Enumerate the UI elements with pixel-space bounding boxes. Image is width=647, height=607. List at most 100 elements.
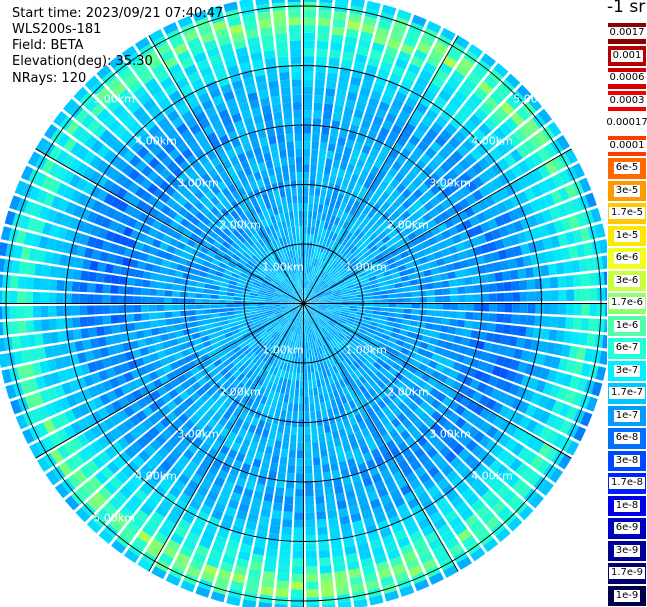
heatmap-cell <box>319 196 326 205</box>
heatmap-cell <box>166 325 175 333</box>
heatmap-cell <box>537 147 550 163</box>
heatmap-cell <box>326 307 335 310</box>
heatmap-cell <box>233 180 243 190</box>
heatmap-cell <box>214 372 224 382</box>
heatmap-cell <box>396 503 409 515</box>
heatmap-cell <box>200 353 210 362</box>
heatmap-cell <box>178 413 189 424</box>
heatmap-cell <box>144 337 155 346</box>
ring-label-1km-nw: 1.00km <box>262 260 304 274</box>
heatmap-cell <box>379 60 393 72</box>
heatmap-cell <box>496 292 505 302</box>
heatmap-cell <box>220 257 230 265</box>
heatmap-cell <box>257 305 266 309</box>
heatmap-cell <box>427 465 440 478</box>
heatmap-cell <box>397 441 409 452</box>
heatmap-cell <box>210 591 226 603</box>
heatmap-cell <box>90 410 103 424</box>
heatmap-cell <box>125 314 135 323</box>
heatmap-cell <box>272 415 280 425</box>
heatmap-cell <box>309 172 317 181</box>
heatmap-cell <box>409 279 418 286</box>
heatmap-cell <box>236 196 245 207</box>
heatmap-cell <box>404 70 418 82</box>
heatmap-cell <box>458 84 472 98</box>
heatmap-cell <box>340 289 349 294</box>
heatmap-cell <box>144 77 159 91</box>
heatmap-cell <box>280 448 289 458</box>
heatmap-cell <box>430 226 441 236</box>
heatmap-cell <box>310 297 318 301</box>
heatmap-cell <box>154 257 164 266</box>
heatmap-cell <box>320 378 326 387</box>
heatmap-cell <box>481 303 490 312</box>
heatmap-cell <box>239 61 252 72</box>
heatmap-cell <box>428 208 439 219</box>
heatmap-cell <box>170 448 182 460</box>
heatmap-cell <box>539 367 551 381</box>
heatmap-cell <box>230 173 240 183</box>
heatmap-cell <box>294 388 300 397</box>
heatmap-cell <box>350 190 359 200</box>
heatmap-cell <box>474 463 488 477</box>
heatmap-cell <box>131 250 142 260</box>
heatmap-cell <box>322 286 331 292</box>
heatmap-cell <box>227 375 237 384</box>
heatmap-cell <box>293 291 299 298</box>
heatmap-cell <box>154 200 165 211</box>
heatmap-cell <box>85 399 97 413</box>
heatmap-cell <box>252 59 264 69</box>
heatmap-cell <box>218 262 228 269</box>
heatmap-cell <box>266 477 276 487</box>
heatmap-cell <box>241 394 250 404</box>
heatmap-cell <box>83 429 96 443</box>
heatmap-cell <box>334 306 342 310</box>
heatmap-cell <box>267 72 278 82</box>
heatmap-cell <box>326 333 333 341</box>
heatmap-cell <box>250 364 259 373</box>
heatmap-cell <box>315 339 321 348</box>
heatmap-cell <box>386 381 396 391</box>
heatmap-cell <box>254 279 262 285</box>
heatmap-cell <box>193 492 206 504</box>
heatmap-cell <box>504 303 513 313</box>
heatmap-cell <box>166 244 176 254</box>
heatmap-cell <box>325 324 333 331</box>
heatmap-cell <box>397 401 408 412</box>
heatmap-cell <box>235 206 244 216</box>
heatmap-cell <box>115 470 129 484</box>
heatmap-cell <box>249 342 258 351</box>
heatmap-cell <box>189 525 203 537</box>
heatmap-cell <box>500 334 510 345</box>
heatmap-cell <box>259 315 268 321</box>
heatmap-cell <box>439 210 451 221</box>
colorbar-tick-label: 0.0003 <box>607 94 647 107</box>
heatmap-cell <box>20 165 34 181</box>
heatmap-cell <box>262 571 276 581</box>
heatmap-cell <box>517 483 532 499</box>
heatmap-cell <box>352 200 361 210</box>
heatmap-cell <box>303 133 311 142</box>
heatmap-cell <box>86 294 95 304</box>
heatmap-cell <box>433 41 449 55</box>
heatmap-cell <box>343 146 353 156</box>
heatmap-cell <box>406 247 417 256</box>
heatmap-cell <box>183 178 194 189</box>
heatmap-cell <box>468 215 480 227</box>
heatmap-cell <box>265 243 273 252</box>
heatmap-cell <box>303 9 317 18</box>
heatmap-cell <box>213 476 225 488</box>
heatmap-cell <box>333 326 342 333</box>
heatmap-cell <box>149 312 158 320</box>
heatmap-cell <box>188 315 197 322</box>
heatmap-cell <box>87 282 96 293</box>
heatmap-cell <box>282 204 289 213</box>
heatmap-cell <box>483 342 493 352</box>
heatmap-cell <box>296 318 300 326</box>
heatmap-cell <box>122 226 134 237</box>
heatmap-cell <box>367 272 376 278</box>
heatmap-cell <box>406 424 418 435</box>
heatmap-cell <box>288 449 296 458</box>
heatmap-cell <box>328 231 335 240</box>
heatmap-cell <box>366 369 375 378</box>
